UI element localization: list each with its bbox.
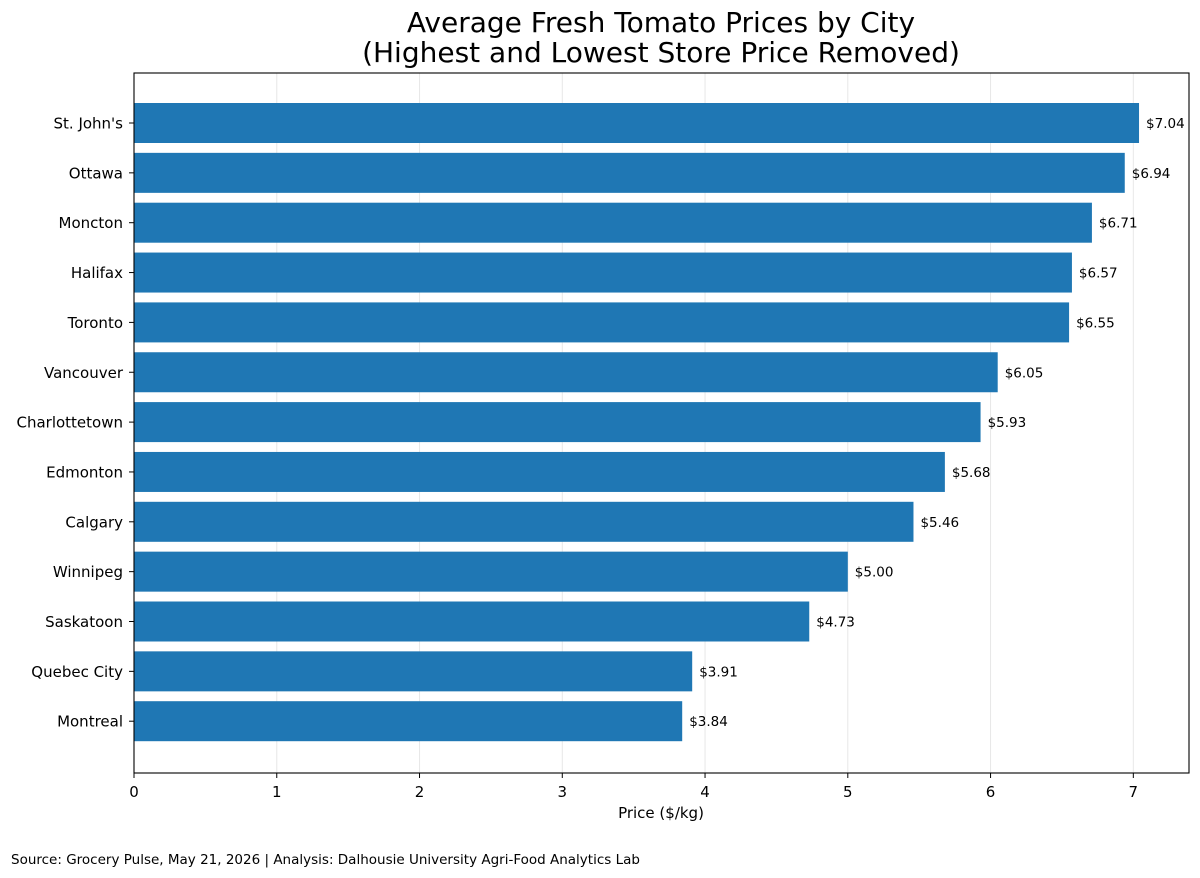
bar-4: [134, 302, 1070, 343]
bar-8: [134, 501, 914, 542]
bar-11: [134, 651, 693, 692]
data-label-11: $3.91: [699, 664, 738, 680]
source-note: Source: Grocery Pulse, May 21, 2026 | An…: [11, 852, 640, 868]
data-label-7: $5.68: [952, 465, 991, 481]
x-tick-label-0: 0: [129, 783, 139, 801]
bar-5: [134, 352, 998, 393]
x-axis-label: Price ($/kg): [618, 804, 704, 822]
bar-7: [134, 451, 945, 492]
bar-10: [134, 601, 810, 642]
data-label-0: $7.04: [1146, 116, 1185, 132]
y-tick-label-9: Winnipeg: [53, 563, 123, 581]
y-tick-label-10: Saskatoon: [45, 613, 123, 631]
data-label-5: $6.05: [1005, 365, 1044, 381]
y-axis-ticks: St. John's Ottawa Moncton Halifax Toronto Van…: [16, 115, 134, 731]
y-tick-label-1: Ottawa: [69, 164, 123, 182]
bar-3: [134, 252, 1072, 293]
y-tick-label-4: Toronto: [67, 314, 123, 332]
y-tick-label-12: Montreal: [57, 713, 123, 731]
data-label-10: $4.73: [816, 615, 855, 631]
bar-2: [134, 202, 1092, 243]
data-labels: $7.04 $6.94 $6.71 $6.57 $6.55 $6.05 $5.93 $5.68…: [689, 116, 1184, 730]
x-tick-label-5: 5: [843, 783, 853, 801]
y-tick-label-0: St. John's: [54, 115, 124, 133]
data-label-1: $6.94: [1132, 166, 1171, 182]
y-tick-label-8: Calgary: [65, 513, 123, 531]
data-label-9: $5.00: [855, 565, 894, 581]
chart-subtitle: (Highest and Lowest Store Price Removed): [362, 36, 960, 69]
x-axis-ticks: 0 1 2 3 4 5 6 7: [129, 773, 1138, 801]
x-tick-label-3: 3: [558, 783, 568, 801]
plot-frame: [133, 72, 1190, 774]
x-tick-label-7: 7: [1129, 783, 1139, 801]
bar-0: [134, 103, 1140, 143]
bar-1: [134, 152, 1125, 193]
x-tick-label-6: 6: [986, 783, 996, 801]
data-label-2: $6.71: [1099, 216, 1138, 232]
y-tick-label-5: Vancouver: [44, 364, 124, 382]
data-label-4: $6.55: [1076, 315, 1115, 331]
bar-9: [134, 551, 848, 592]
x-tick-label-4: 4: [700, 783, 710, 801]
data-label-8: $5.46: [920, 515, 959, 531]
y-tick-label-2: Moncton: [59, 214, 123, 232]
x-tick-label-1: 1: [272, 783, 282, 801]
x-tick-label-2: 2: [415, 783, 425, 801]
data-label-12: $3.84: [689, 714, 728, 730]
data-label-3: $6.57: [1079, 266, 1118, 282]
y-tick-label-11: Quebec City: [31, 663, 123, 681]
y-tick-label-3: Halifax: [71, 264, 123, 282]
y-tick-label-6: Charlottetown: [16, 414, 123, 432]
data-label-6: $5.93: [988, 415, 1027, 431]
chart-title: Average Fresh Tomato Prices by City: [407, 6, 915, 39]
y-tick-label-7: Edmonton: [46, 463, 123, 481]
bars: [134, 103, 1140, 742]
bar-6: [134, 402, 981, 443]
bar-12: [134, 701, 683, 742]
